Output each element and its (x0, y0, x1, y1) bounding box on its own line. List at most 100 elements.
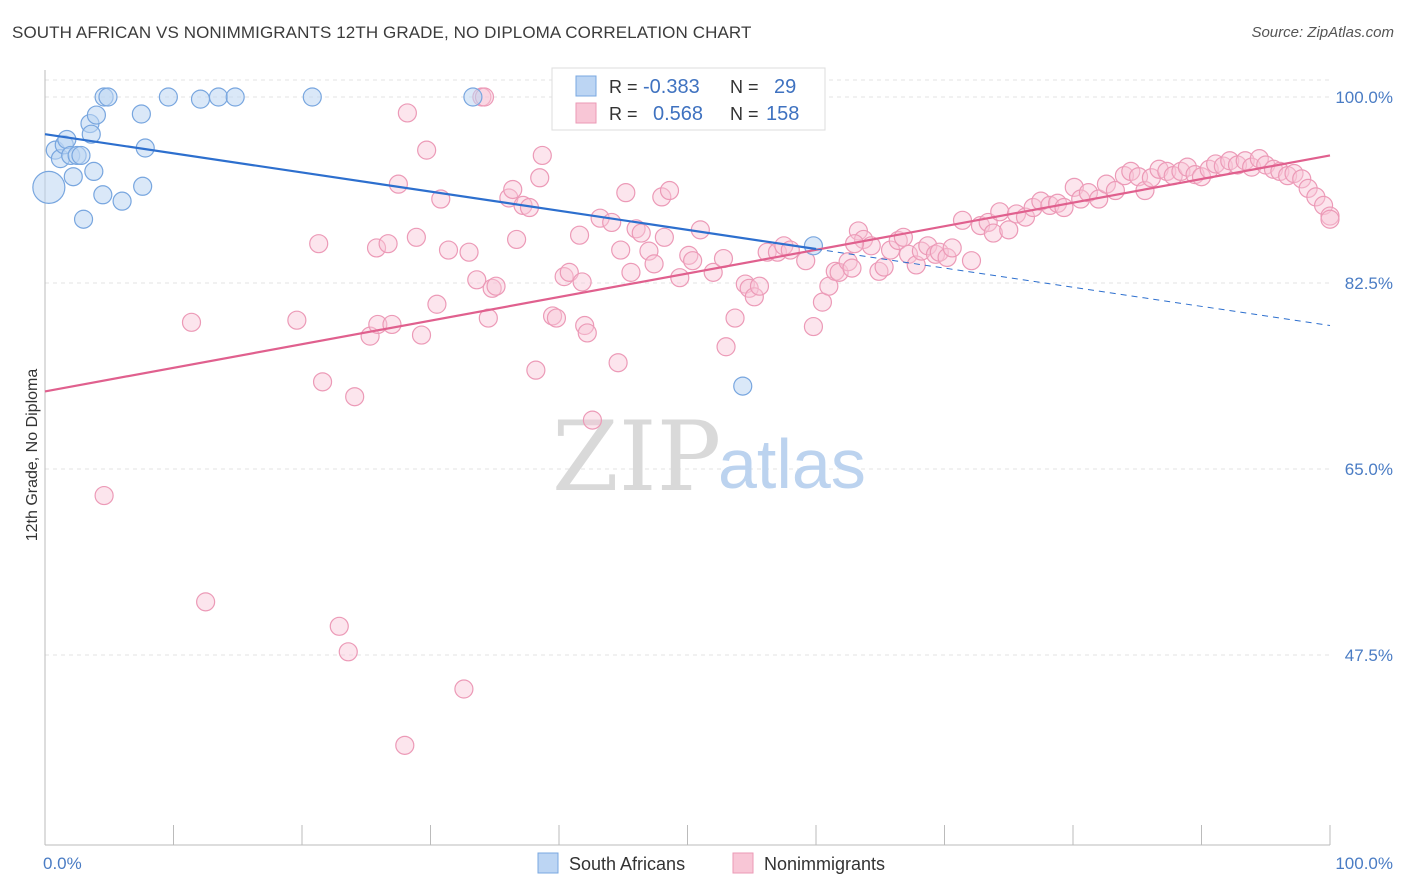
nonimmigrants-point-129 (1177, 157, 1197, 177)
nonimmigrants-point-36 (530, 168, 550, 188)
nonimmigrants-point-77 (803, 316, 824, 337)
nonimmigrants-point-83 (842, 258, 862, 278)
nonimmigrants-point-125 (1149, 159, 1169, 179)
nonimmigrants-point-71 (749, 276, 770, 296)
nonimmigrants-point-17 (406, 227, 426, 247)
south-africans-point-21 (158, 87, 178, 107)
x-tick-label-1: 100.0% (1335, 854, 1393, 873)
nonimmigrants-point-133 (1206, 154, 1226, 174)
nonimmigrants-point-5 (312, 372, 333, 392)
south-africans-point-23 (208, 87, 229, 107)
legend-r-label-2: R = (609, 104, 638, 124)
nonimmigrants-point-49 (608, 353, 628, 373)
south-africans-point-24 (225, 87, 245, 107)
x-tick-label-0: 0.0% (43, 854, 82, 873)
legend-r-label-1: R = (609, 77, 638, 97)
south-africans-trend-extension (815, 248, 1331, 327)
nonimmigrants-point-88 (874, 257, 894, 277)
nonimmigrants-point-99 (942, 238, 962, 258)
nonimmigrants-point-2 (196, 592, 216, 612)
nonimmigrants-point-10 (366, 238, 387, 258)
nonimmigrants-point-51 (616, 183, 636, 203)
nonimmigrants-point-104 (983, 223, 1003, 243)
nonimmigrants-point-16 (397, 103, 417, 123)
nonimmigrants-point-4 (309, 234, 329, 254)
nonimmigrants-point-110 (1031, 191, 1051, 211)
south-africans-point-6 (63, 167, 83, 187)
nonimmigrants-point-61 (679, 245, 699, 265)
y-tick-label-3: 100.0% (1335, 88, 1393, 107)
nonimmigrants-point-150 (1320, 209, 1340, 229)
nonimmigrants-point-116 (1078, 183, 1099, 203)
nonimmigrants-point-50 (611, 240, 631, 260)
nonimmigrants-point-18 (411, 325, 432, 345)
nonimmigrants-point-44 (575, 315, 595, 336)
nonimmigrants-point-46 (582, 410, 603, 430)
legend-box (551, 67, 826, 131)
x-tick-labels: 0.0% 100.0% (43, 854, 1393, 873)
nonimmigrants-point-0 (94, 485, 114, 506)
nonimmigrants-point-113 (1054, 197, 1074, 218)
south-africans-point-22 (190, 89, 211, 109)
legend-n-label-2: N = (730, 104, 759, 124)
series-legend-swatch-blue (537, 852, 559, 874)
y-tick-label-0: 47.5% (1345, 646, 1393, 665)
y-tick-label-2: 82.5% (1345, 274, 1393, 293)
south-africans-point-26 (463, 87, 483, 107)
y-tick-label-1: 65.0% (1345, 460, 1393, 479)
source-label: Source: ZipAtlas.com (1251, 24, 1394, 41)
nonimmigrants-point-62 (683, 251, 703, 271)
nonimmigrants-point-59 (659, 180, 680, 201)
south-africans-point-4 (57, 129, 77, 150)
south-africans-point-9 (73, 209, 94, 229)
watermark-zip: ZIP (552, 401, 721, 513)
nonimmigrants-point-48 (602, 212, 622, 233)
nonimmigrants-point-145 (1292, 169, 1312, 189)
south-africans-point-11 (81, 124, 101, 144)
south-africans-point-16 (98, 87, 118, 107)
south-africans-point-17 (112, 191, 132, 211)
legend-r-value-1: -0.383 (643, 76, 700, 98)
legend-n-value-1: 29 (774, 76, 796, 98)
nonimmigrants-point-45 (577, 323, 597, 343)
watermark: ZIP atlas (552, 401, 866, 513)
nonimmigrants-point-1 (181, 312, 202, 332)
nonimmigrants-point-72 (757, 242, 777, 262)
nonimmigrants-point-14 (388, 174, 408, 194)
nonimmigrants-point-70 (744, 287, 764, 307)
chart-title: SOUTH AFRICAN VS NONIMMIGRANTS 12TH GRAD… (12, 23, 752, 42)
south-africans-point-8 (71, 145, 91, 166)
south-africans-point-13 (84, 161, 104, 181)
nonimmigrants-point-23 (454, 679, 474, 699)
legend-r-value-2: 0.568 (653, 103, 703, 125)
nonimmigrants-point-114 (1064, 177, 1084, 197)
south-africans-point-18 (131, 104, 151, 124)
y-tick-labels: 47.5% 65.0% 82.5% 100.0% (1335, 88, 1393, 665)
nonimmigrants-trend-line (44, 154, 1331, 393)
trend-lines (44, 133, 1331, 393)
nonimmigrants-point-41 (559, 262, 579, 282)
nonimmigrants-point-56 (644, 254, 664, 274)
legend-swatch-blue (575, 75, 597, 97)
nonimmigrants-point-91 (893, 227, 913, 247)
south-africans-point-27 (733, 376, 753, 396)
nonimmigrants-point-39 (546, 308, 567, 328)
nonimmigrants-point-57 (652, 187, 672, 207)
nonimmigrants-point-58 (654, 227, 674, 247)
nonimmigrants-point-15 (395, 735, 415, 755)
nonimmigrants-point-25 (467, 270, 487, 290)
nonimmigrants-point-43 (572, 272, 592, 292)
south-africans-trend-line (44, 133, 817, 251)
nonimmigrants-point-3 (287, 310, 307, 330)
south-africans-points (32, 87, 824, 396)
nonimmigrants-point-101 (961, 251, 982, 271)
legend-n-value-2: 158 (766, 103, 799, 125)
series-legend: South Africans Nonimmigrants (537, 852, 885, 874)
nonimmigrants-point-42 (569, 225, 590, 245)
nonimmigrants-point-89 (880, 240, 901, 260)
nonimmigrants-point-78 (812, 292, 833, 312)
nonimmigrants-point-8 (345, 387, 365, 407)
nonimmigrants-point-29 (486, 276, 506, 296)
series-legend-south-africans: South Africans (569, 854, 685, 874)
